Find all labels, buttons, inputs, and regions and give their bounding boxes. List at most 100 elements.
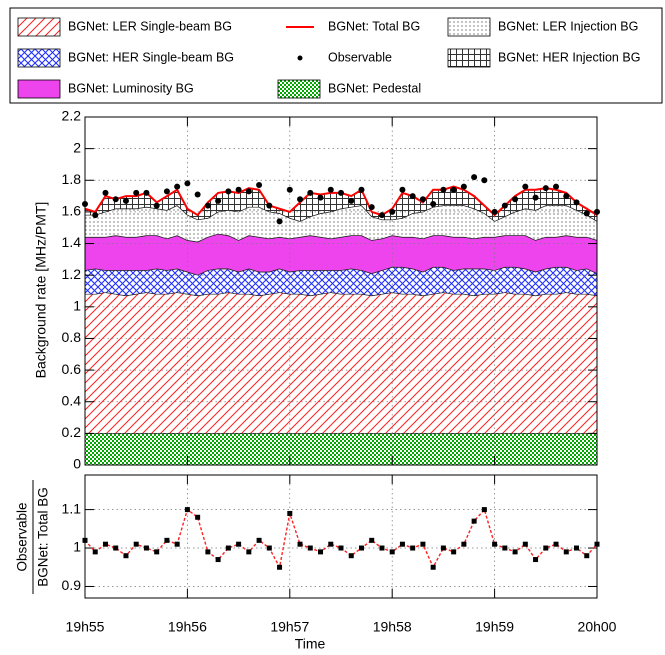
ratio-point (113, 545, 119, 551)
observable-point (378, 212, 385, 219)
observable-point (512, 196, 519, 203)
ratio-point (430, 564, 436, 570)
ratio-point (543, 545, 549, 551)
ratio-point (399, 541, 405, 547)
ratio-point (246, 549, 252, 555)
ratio-point (225, 545, 231, 551)
observable-point (501, 202, 508, 209)
ratio-point (461, 541, 467, 547)
ratio-point (563, 549, 569, 555)
observable-point (471, 174, 478, 181)
ratio-point (481, 507, 487, 513)
y-tick-label: 1.2 (62, 266, 82, 282)
ratio-point (389, 549, 395, 555)
ratio-point (451, 549, 457, 555)
observable-point (317, 194, 324, 201)
ratio-point (236, 541, 242, 547)
observable-point (194, 191, 201, 198)
ratio-point (154, 549, 160, 555)
observable-point (286, 186, 293, 193)
ratio-point (369, 537, 375, 543)
ratio-point (277, 564, 283, 570)
ratio-point (195, 514, 201, 520)
legend-label: BGNet: LER Single-beam BG (68, 19, 232, 33)
observable-point (153, 202, 160, 209)
legend-label: Observable (328, 50, 392, 64)
ratio-point (553, 541, 559, 547)
ratio-point (379, 545, 385, 551)
observable-point (143, 189, 150, 196)
observable-point (389, 208, 396, 215)
observable-point (491, 208, 498, 215)
y-tick-label: 0.2 (62, 424, 82, 440)
observable-point (409, 193, 416, 200)
observable-point (399, 186, 406, 193)
legend-label: BGNet: HER Injection BG (498, 50, 640, 64)
observable-point (235, 186, 242, 193)
observable-point (573, 199, 580, 206)
x-tick-label: 19h55 (66, 619, 105, 635)
ratio-point (318, 549, 324, 555)
ratio-point (522, 541, 528, 547)
legend-swatch (447, 17, 491, 37)
legend-swatch (277, 79, 321, 99)
observable-point (419, 196, 426, 203)
ratio-point (492, 541, 498, 547)
ratio-point (123, 553, 129, 559)
ratio-point (410, 545, 416, 551)
ratio-point (215, 557, 221, 563)
stacked-area (84, 292, 598, 434)
legend-label: BGNet: Pedestal (328, 81, 421, 95)
legend-box (9, 7, 663, 104)
observable-point (563, 193, 570, 200)
observable-point (307, 189, 314, 196)
y-tick-label: 1 (73, 539, 81, 555)
x-tick-label: 19h57 (270, 619, 309, 635)
y-tick-label: 1.8 (62, 171, 82, 187)
ratio-point (574, 545, 580, 551)
y-tick-label: 1.1 (62, 500, 82, 516)
legend-swatch (447, 48, 491, 68)
observable-point (112, 196, 119, 203)
ratio-point (92, 549, 98, 555)
x-tick-label: 19h58 (373, 619, 412, 635)
ratio-label-denominator: BGNet: Total BG (36, 487, 51, 587)
observable-point (174, 183, 181, 190)
observable-point (204, 202, 211, 209)
ratio-point (164, 537, 170, 543)
ratio-point (328, 541, 334, 547)
y-axis-label: Background rate [MHz/PMT] (33, 202, 49, 379)
ratio-point (471, 518, 477, 524)
x-tick-label: 19h56 (168, 619, 207, 635)
ratio-point (174, 541, 180, 547)
observable-point (133, 189, 140, 196)
observable-point (430, 201, 437, 207)
x-tick-label: 19h59 (475, 619, 514, 635)
ratio-point (256, 537, 262, 543)
legend-label: BGNet: Luminosity BG (68, 81, 194, 95)
observable-point (542, 185, 549, 192)
ratio-point (287, 510, 293, 516)
y-tick-label: 1 (73, 298, 81, 314)
observable-point (276, 218, 283, 225)
ratio-point (440, 545, 446, 551)
observable-point (532, 194, 539, 201)
y-tick-label: 2.2 (62, 108, 82, 124)
legend-label: BGNet: LER Injection BG (498, 19, 638, 33)
observable-point (245, 188, 252, 195)
ratio-point (502, 545, 508, 551)
y-tick-label: 0.4 (62, 392, 82, 408)
observable-point (338, 189, 344, 196)
observable-point (327, 186, 334, 193)
ratio-point (307, 545, 313, 551)
ratio-point (184, 507, 190, 513)
legend-swatch (17, 17, 61, 37)
x-axis-label: Time (295, 636, 326, 652)
ratio-point (297, 541, 303, 547)
observable-point (92, 212, 99, 219)
ratio-point (143, 545, 149, 551)
legend-swatch (297, 55, 303, 61)
x-tick-label: 20h00 (578, 619, 617, 635)
legend-swatch (17, 79, 61, 99)
